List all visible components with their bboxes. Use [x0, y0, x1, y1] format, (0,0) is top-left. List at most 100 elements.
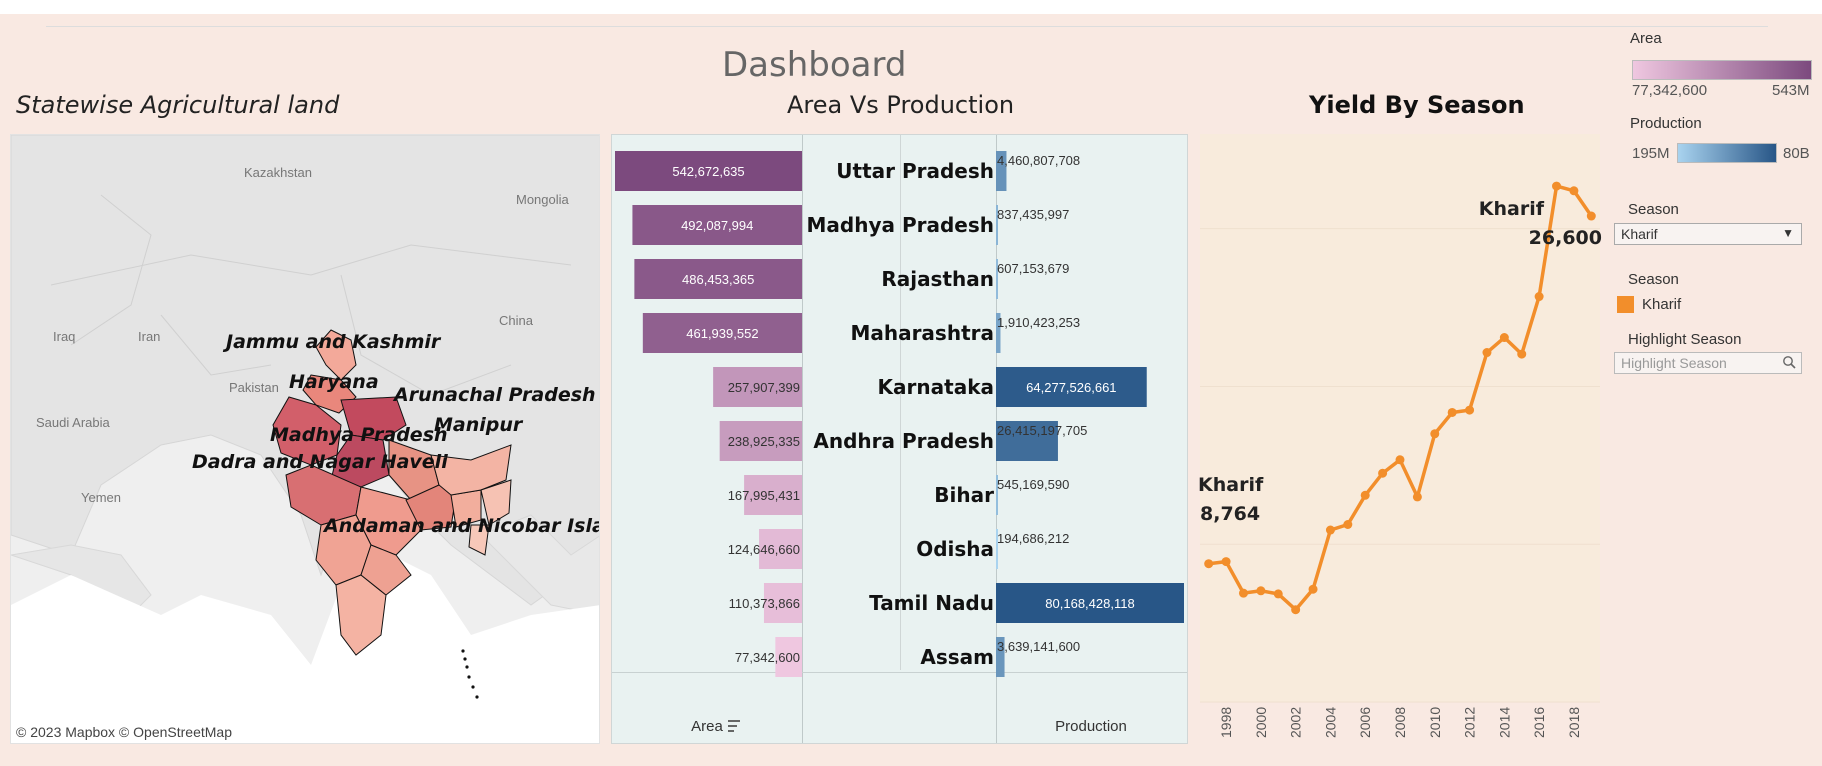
bar-chart-title: Area Vs Production [787, 91, 1015, 119]
production-bar-label: 3,639,141,600 [997, 639, 1080, 654]
yield-point[interactable] [1465, 405, 1475, 415]
area-bar-label: 124,646,660 [728, 542, 800, 557]
yield-point[interactable] [1378, 468, 1388, 478]
production-bar-label: 545,169,590 [997, 477, 1069, 492]
production-bar-label: 194,686,212 [997, 531, 1069, 546]
area-bar-label: 486,453,365 [682, 272, 754, 287]
production-bar[interactable] [996, 421, 1058, 461]
area-axis-label[interactable]: Area [691, 718, 723, 735]
season-filter-title: Season [1628, 201, 1679, 218]
yield-point[interactable] [1238, 588, 1248, 598]
production-axis-label: Production [1055, 718, 1127, 735]
map-state-label: Manipur [434, 414, 523, 436]
highlight-season-placeholder: Highlight Season [1621, 355, 1727, 371]
production-bar-label: 80,168,428,118 [1045, 596, 1134, 611]
production-bar[interactable] [996, 367, 1147, 407]
search-icon[interactable] [1782, 355, 1796, 369]
yield-point[interactable] [1569, 186, 1579, 196]
map-state-label: Haryana [289, 371, 379, 393]
production-bar[interactable] [996, 583, 1184, 623]
area-bar[interactable] [744, 475, 802, 515]
area-legend-min: 77,342,600 [1632, 82, 1708, 99]
legend-panel: Area 77,342,600 543M Production 195M 80B… [1614, 24, 1814, 384]
yield-point[interactable] [1204, 559, 1214, 569]
map-panel[interactable]: Kazakhstan Mongolia Iraq Iran China Paki… [10, 134, 600, 744]
map-country-label: Yemen [81, 490, 121, 505]
area-bar[interactable] [615, 151, 802, 191]
area-bar[interactable] [719, 421, 802, 461]
production-bar[interactable] [996, 151, 1007, 191]
end-annotation-value: 26,600 [1529, 227, 1602, 249]
x-tick-label: 2004 [1322, 707, 1338, 738]
yield-point[interactable] [1447, 407, 1457, 417]
area-bar[interactable] [632, 205, 802, 245]
yield-point[interactable] [1325, 525, 1335, 535]
yield-point[interactable] [1308, 584, 1318, 594]
production-bar[interactable] [996, 205, 998, 245]
yield-point[interactable] [1552, 181, 1562, 191]
yield-point[interactable] [1430, 429, 1440, 439]
x-tick-label: 2012 [1462, 707, 1478, 738]
state-label: Assam [920, 645, 994, 669]
x-tick-label: 2010 [1427, 707, 1443, 738]
map-state-label: Andaman and Nicobar Islands [324, 515, 599, 537]
state-label: Karnataka [878, 375, 994, 399]
andaman-islands-marks [461, 649, 479, 699]
india-choropleth [272, 329, 512, 656]
production-bar-label: 4,460,807,708 [997, 153, 1080, 168]
production-bar[interactable] [996, 637, 1005, 677]
yield-point[interactable] [1343, 520, 1353, 529]
production-bar-label: 837,435,997 [997, 207, 1069, 222]
yield-point[interactable] [1221, 557, 1231, 567]
area-bar[interactable] [763, 583, 802, 623]
map-state-label: Madhya Pradesh [270, 424, 448, 446]
start-annotation-label: Kharif [1198, 474, 1264, 496]
area-bar[interactable] [634, 259, 802, 299]
yield-point[interactable] [1412, 492, 1422, 502]
yield-point[interactable] [1534, 292, 1544, 302]
area-bar[interactable] [775, 637, 802, 677]
production-bar[interactable] [996, 259, 998, 299]
production-bar[interactable] [996, 313, 1001, 353]
area-bar[interactable] [759, 529, 802, 569]
highlight-season-input[interactable]: Highlight Season [1614, 352, 1802, 374]
production-bar-label: 607,153,679 [997, 261, 1069, 276]
map-country-label: Kazakhstan [244, 165, 312, 180]
map-country-label: Saudi Arabia [36, 415, 110, 430]
area-bar-label: 110,373,866 [729, 596, 800, 611]
yield-point[interactable] [1395, 455, 1405, 465]
top-divider [46, 26, 1768, 27]
yield-point[interactable] [1482, 348, 1492, 358]
yield-point[interactable] [1586, 211, 1596, 221]
yield-panel: 1998 2000 2002 2004 2006 2008 2010 2012 2014 2016… [1198, 134, 1604, 744]
state-label: Bihar [934, 483, 994, 507]
map-attribution: © 2023 Mapbox © OpenStreetMap [16, 724, 232, 740]
area-bar-label: 257,907,399 [728, 380, 800, 395]
yield-point[interactable] [1360, 490, 1370, 500]
sort-icon[interactable] [728, 720, 740, 732]
production-legend-min: 195M [1632, 145, 1670, 162]
area-bar-label: 77,342,600 [735, 650, 800, 665]
yield-point[interactable] [1273, 589, 1283, 599]
yield-point[interactable] [1291, 605, 1301, 615]
yield-point[interactable] [1499, 333, 1509, 343]
map-state-label: Jammu and Kashmir [226, 331, 441, 353]
production-bar-label: 26,415,197,705 [997, 423, 1087, 438]
chevron-down-icon[interactable]: ▼ [1782, 226, 1794, 240]
area-bar[interactable] [713, 367, 802, 407]
area-bar[interactable] [642, 313, 802, 353]
season-filter-dropdown[interactable]: Kharif ▼ [1614, 223, 1802, 245]
production-bar[interactable] [996, 529, 998, 569]
state-label: Maharashtra [850, 321, 994, 345]
area-vs-production-panel: 542,672,635 Uttar Pradesh 4,460,807,708 492… [611, 134, 1188, 744]
area-bar-label: 492,087,994 [681, 218, 753, 233]
production-bar[interactable] [996, 475, 998, 515]
map-state-label: Arunachal Pradesh [394, 384, 596, 406]
area-bar-label: 167,995,431 [728, 488, 800, 503]
season-filter-value: Kharif [1621, 226, 1658, 242]
season-color-swatch [1617, 296, 1634, 313]
yield-point[interactable] [1517, 349, 1527, 359]
yield-point[interactable] [1256, 586, 1266, 596]
season-legend-item: Kharif [1642, 296, 1682, 313]
area-bar-label: 461,939,552 [686, 326, 758, 341]
